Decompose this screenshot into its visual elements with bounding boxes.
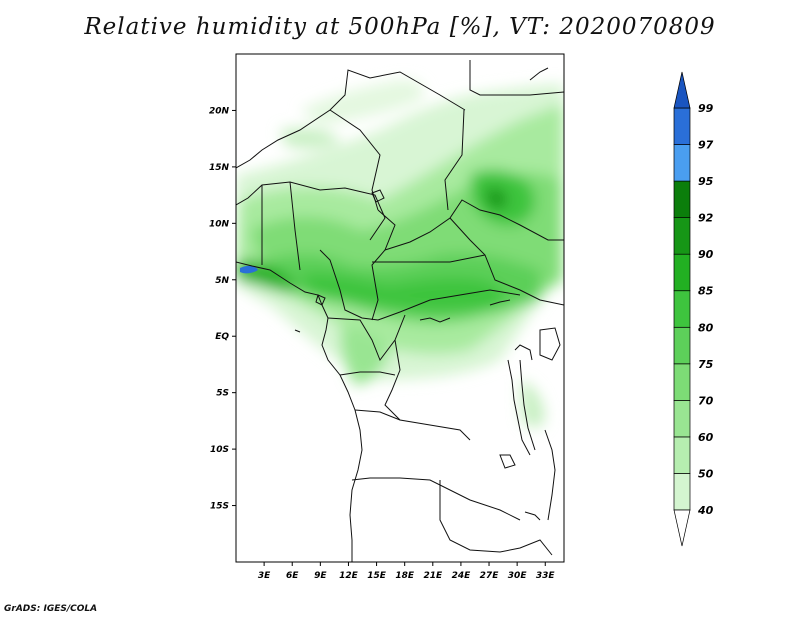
- x-tick-label: 6E: [286, 571, 299, 581]
- country-borders: [236, 60, 564, 562]
- y-tick-label: 5N: [215, 276, 229, 286]
- colorbar-label: 99: [698, 102, 714, 115]
- chart-title: Relative humidity at 500hPa [%], VT: 202…: [84, 14, 716, 40]
- colorbar-label: 75: [698, 358, 714, 371]
- colorbar-segment: [673, 363, 691, 401]
- colorbar-min-arrow: [673, 509, 691, 547]
- x-tick-label: 24E: [452, 571, 472, 581]
- colorbar-label: 80: [698, 321, 714, 334]
- colorbar-label: 50: [698, 467, 714, 480]
- colorbar-segment: [673, 253, 691, 292]
- colorbar-segment: [673, 217, 691, 255]
- y-tick-label: 20N: [209, 106, 230, 116]
- x-tick-label: 21E: [423, 571, 443, 581]
- y-axis-ticks: 20N 15N 10N 5N EQ 5S 10S 15S: [209, 106, 236, 512]
- colorbar-label: 95: [698, 175, 714, 188]
- y-tick-label: 15S: [210, 502, 229, 512]
- colorbar-label: 85: [698, 285, 714, 298]
- color-legend: 40 50 60 70 75 80 85 90 92 95 97 99: [673, 71, 714, 547]
- x-tick-label: 9E: [314, 571, 327, 581]
- x-tick-label: 15E: [367, 571, 387, 581]
- y-tick-label: 5S: [216, 389, 229, 399]
- x-tick-label: 27E: [480, 571, 500, 581]
- y-tick-label: EQ: [215, 332, 229, 342]
- colorbar-segment: [673, 290, 691, 328]
- x-tick-label: 18E: [395, 571, 415, 581]
- colorbar-label: 60: [698, 431, 714, 444]
- x-tick-label: 30E: [508, 571, 528, 581]
- colorbar-label: 90: [698, 248, 714, 261]
- colorbar-segment: [673, 144, 691, 182]
- y-tick-label: 15N: [209, 163, 230, 173]
- footer-credit: GrADS: IGES/COLA: [4, 604, 98, 614]
- map-frame: [235, 53, 565, 563]
- colorbar-segment: [673, 326, 691, 365]
- colorbar-segment: [673, 180, 691, 218]
- x-tick-label: 12E: [339, 571, 359, 581]
- colorbar-max-arrow: [673, 71, 691, 109]
- colorbar-segment: [673, 473, 691, 511]
- x-axis-ticks: 3E 6E 9E 12E 15E 18E 21E 24E 27E 30E 33E: [258, 562, 556, 581]
- x-tick-label: 33E: [536, 571, 556, 581]
- colorbar-label: 40: [697, 504, 714, 517]
- y-tick-label: 10S: [210, 445, 229, 455]
- colorbar-segment: [673, 107, 691, 145]
- colorbar-label: 97: [698, 139, 714, 152]
- colorbar-label: 92: [698, 212, 714, 225]
- y-tick-label: 10N: [209, 219, 230, 229]
- colorbar-segment: [673, 436, 691, 474]
- colorbar-segment: [673, 400, 691, 438]
- x-tick-label: 3E: [258, 571, 271, 581]
- colorbar-label: 70: [698, 394, 714, 407]
